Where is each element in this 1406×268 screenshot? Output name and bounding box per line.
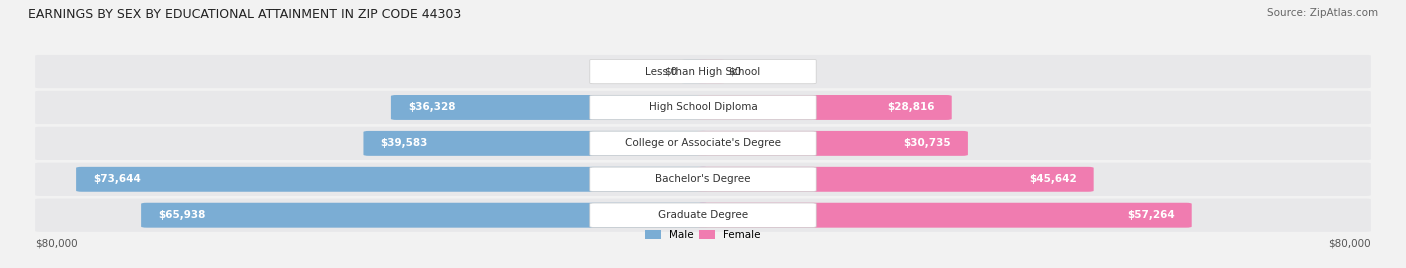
Legend: Male, Female: Male, Female xyxy=(641,225,765,244)
Text: $0: $0 xyxy=(728,66,741,77)
Text: $73,644: $73,644 xyxy=(93,174,141,184)
Text: $45,642: $45,642 xyxy=(1029,174,1077,184)
Text: $57,264: $57,264 xyxy=(1128,210,1175,220)
Text: $28,816: $28,816 xyxy=(887,102,935,113)
Text: Source: ZipAtlas.com: Source: ZipAtlas.com xyxy=(1267,8,1378,18)
Text: Graduate Degree: Graduate Degree xyxy=(658,210,748,220)
Text: $80,000: $80,000 xyxy=(1329,239,1371,249)
Text: High School Diploma: High School Diploma xyxy=(648,102,758,113)
Text: Bachelor's Degree: Bachelor's Degree xyxy=(655,174,751,184)
Text: EARNINGS BY SEX BY EDUCATIONAL ATTAINMENT IN ZIP CODE 44303: EARNINGS BY SEX BY EDUCATIONAL ATTAINMEN… xyxy=(28,8,461,21)
Text: Less than High School: Less than High School xyxy=(645,66,761,77)
Text: $39,583: $39,583 xyxy=(381,138,427,148)
Text: College or Associate's Degree: College or Associate's Degree xyxy=(626,138,780,148)
Text: $36,328: $36,328 xyxy=(408,102,456,113)
Text: $80,000: $80,000 xyxy=(35,239,77,249)
Text: $30,735: $30,735 xyxy=(904,138,950,148)
Text: $0: $0 xyxy=(665,66,678,77)
Text: $65,938: $65,938 xyxy=(157,210,205,220)
